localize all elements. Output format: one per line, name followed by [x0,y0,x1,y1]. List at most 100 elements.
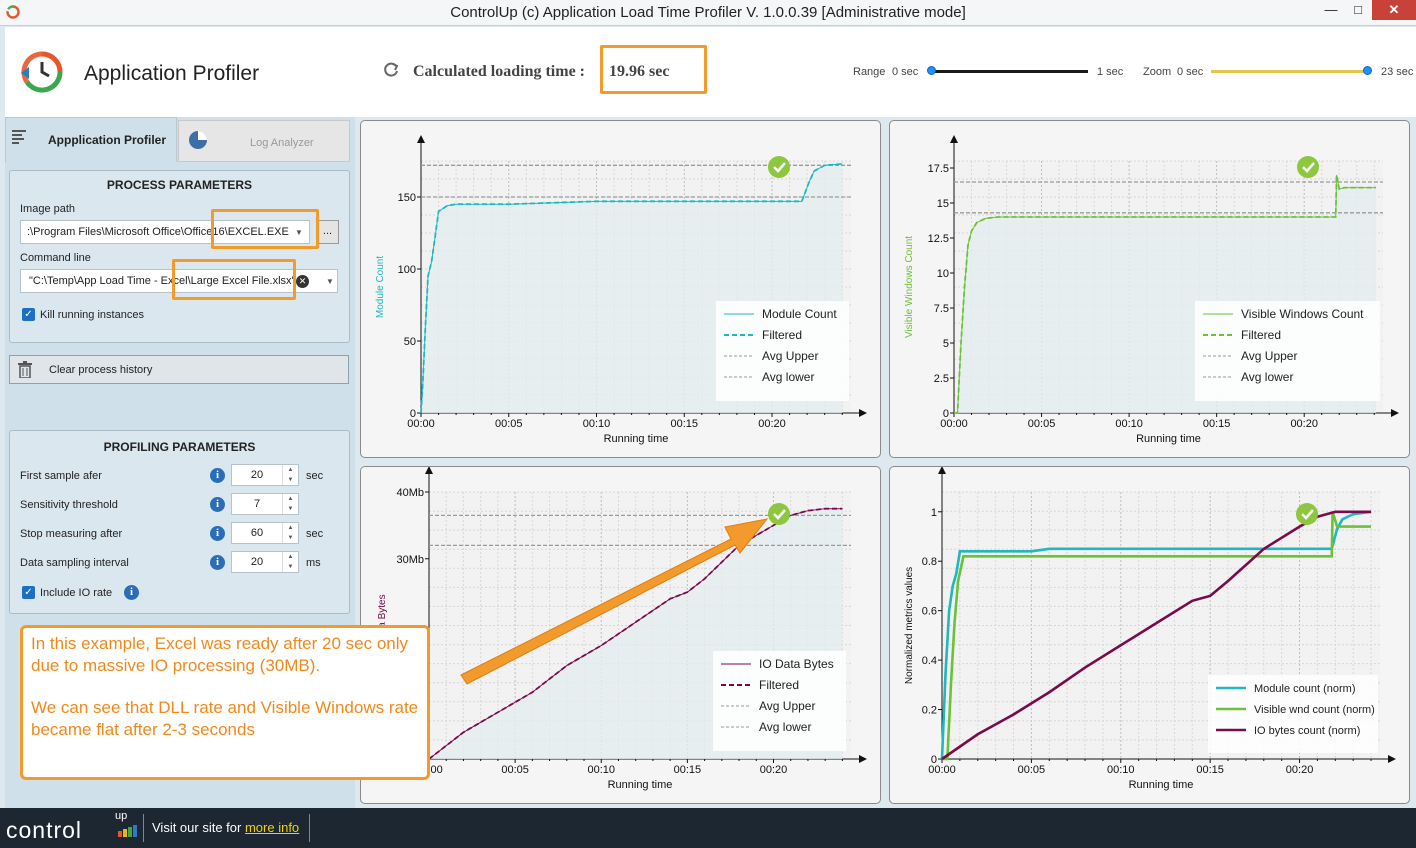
x-axis-label: Running time [1136,433,1201,445]
check-icon [1296,503,1318,525]
chart-svg: 00:00 00:05 00:10 00:15 00:20 0 0.2 0.4 0.6 0.8 1 R… [904,467,1396,791]
calculated-loading-time-value: 19.96 sec [609,63,670,80]
y-tick-label: 2.5 [934,373,949,385]
chevron-down-icon[interactable]: ▼ [295,228,303,237]
stepper-down-icon[interactable]: ▼ [282,562,298,572]
y-axis-arrow [417,135,425,143]
legend-label: Filtered [759,678,799,692]
sampling-interval-stepper[interactable]: 20 ▲ ▼ [231,551,299,573]
legend-label: Avg lower [762,370,814,384]
tab-log-analyzer[interactable]: Log Analyzer [178,120,350,162]
info-icon[interactable]: i [210,497,225,512]
first-sample-stepper[interactable]: 20 ▲ ▼ [231,464,299,486]
x-tick-label: 00:05 [501,764,529,776]
chevron-down-icon[interactable]: ▼ [326,277,334,286]
profiling-parameters-title: PROFILING PARAMETERS [103,440,256,454]
y-axis-label: Module Count [375,256,386,318]
stepper-up-icon[interactable]: ▲ [282,552,298,562]
sensitivity-label: Sensitivity threshold [20,499,118,511]
stepper-up-icon[interactable]: ▲ [282,494,298,504]
footer-visit-label: Visit our site for [152,820,245,835]
x-tick-label: 00:15 [1196,764,1224,776]
y-tick-label: 5 [943,338,949,350]
chart-svg: 00:00 00:05 00:10 00:15 00:20 0 2.5 5 7.5 10 12.5 1… [904,135,1399,445]
sampling-interval-unit: ms [306,557,321,569]
app-window-icon [6,5,20,19]
y-tick-label: 100 [398,264,416,276]
x-tick-label: 00:10 [587,764,615,776]
x-tick-label: 00:00 [940,418,968,430]
info-icon[interactable]: i [210,555,225,570]
y-tick-label: 1 [931,507,937,519]
range-max: 1 sec [1097,66,1124,78]
callout-paragraph-1: In this example, Excel was ready after 2… [31,634,409,675]
x-axis-label: Running time [608,779,673,791]
clear-input-icon[interactable]: ✕ [296,275,309,288]
y-tick-label: 12.5 [928,233,949,245]
stop-measuring-stepper[interactable]: 60 ▲ ▼ [231,522,299,544]
y-tick-label: 15 [937,198,949,210]
x-tick-label: 00:00 [928,764,956,776]
y-tick-label: 30Mb [396,554,424,566]
kill-running-checkbox[interactable]: ✓ [22,308,35,321]
browse-button[interactable]: ... [316,220,339,244]
first-sample-label: First sample afer [20,470,102,482]
x-tick-label: 00:00 [407,418,435,430]
info-icon[interactable]: i [210,468,225,483]
image-path-highlight [211,209,319,249]
kill-running-label: Kill running instances [40,309,144,321]
x-axis-arrow [1388,755,1396,763]
check-icon-mark [773,162,786,173]
zoom-slider-track[interactable] [1211,70,1367,73]
stepper-up-icon[interactable]: ▲ [282,523,298,533]
series-line [954,174,1376,414]
y-axis-arrow [950,135,958,143]
stepper-down-icon[interactable]: ▼ [282,504,298,514]
minimize-button[interactable]: — [1324,2,1338,17]
sampling-interval-value: 20 [250,556,264,568]
tab-application-profiler-label: Appplication Profiler [48,133,167,147]
info-icon[interactable]: i [124,585,139,600]
zoom-slider-handle[interactable] [1363,66,1372,75]
legend-label: Avg Upper [759,699,815,713]
command-line-combo[interactable]: "C:\Temp\App Load Time - Excel\Large Exc… [20,269,338,293]
footer-visit-text: Visit our site for more info [152,820,299,835]
x-axis-label: Running time [604,433,669,445]
stepper-down-icon[interactable]: ▼ [282,475,298,485]
footer-bar: control up Visit our site for more info [0,808,1416,848]
include-io-label: Include IO rate [40,587,113,599]
range-slider-handle[interactable] [927,66,936,75]
stepper-up-icon[interactable]: ▲ [282,465,298,475]
stepper-down-icon[interactable]: ▼ [282,533,298,543]
x-tick-label: 00:20 [760,764,788,776]
clear-process-history-button[interactable]: Clear process history [9,355,349,384]
range-slider-track[interactable] [932,70,1088,73]
process-parameters-group: PROCESS PARAMETERS Image path :\Program … [9,170,350,343]
y-axis-arrow [938,467,946,474]
pie-chart-icon [189,131,207,149]
y-tick-label: 40Mb [396,487,424,499]
sensitivity-stepper[interactable]: 7 ▲ ▼ [231,493,299,515]
sensitivity-value: 7 [253,498,261,510]
y-tick-label: 10 [937,268,949,280]
x-tick-label: 00:10 [583,418,611,430]
y-axis-label: Visible Windows Count [904,236,915,338]
include-io-checkbox[interactable]: ✓ [22,586,35,599]
x-axis-arrow [1391,409,1399,417]
series-line [941,510,1372,761]
refresh-icon[interactable] [382,61,400,79]
range-min: 0 sec [892,66,919,78]
trash-icon [18,361,32,378]
stop-measuring-unit: sec [306,528,324,540]
callout-paragraph-2: We can see that DLL rate and Visible Win… [31,698,419,739]
sampling-interval-label: Data sampling interval [20,557,129,569]
y-tick-label: 0.2 [922,705,937,717]
image-path-combo[interactable]: :\Program Files\Microsoft Office\Office1… [20,220,310,244]
series-line [942,511,1372,761]
info-icon[interactable]: i [210,526,225,541]
more-info-link[interactable]: more info [244,820,300,835]
tab-application-profiler[interactable]: Appplication Profiler [5,117,177,162]
range-label: Range [853,66,886,78]
close-button[interactable]: ✕ [1372,0,1416,20]
maximize-button[interactable]: □ [1354,2,1362,17]
